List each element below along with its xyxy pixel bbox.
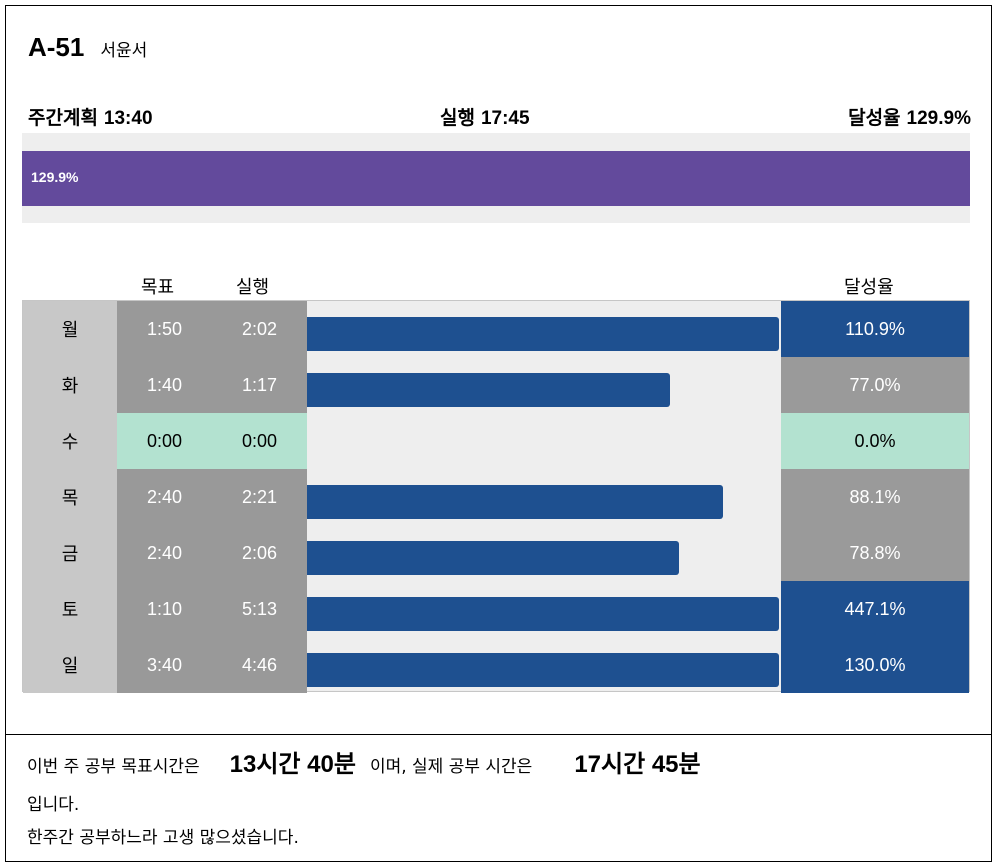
table-row: 금 2:40 2:06 78.8% (22, 525, 970, 581)
day-label: 일 (23, 637, 117, 693)
footer-line-3: 한주간 공부하느라 고생 많으셨습니다. (27, 828, 299, 848)
day-label: 토 (23, 581, 117, 637)
table-row: 화 1:40 1:17 77.0% (22, 357, 970, 413)
goal-time: 0:00 (117, 413, 212, 469)
footer-text-actual: 이며, 실제 공부 시간은 (369, 757, 533, 777)
achievement-rate: 130.0% (781, 637, 969, 693)
plan-label: 주간계획 (28, 107, 98, 129)
table-row: 수 0:00 0:00 0.0% (22, 413, 970, 469)
actual-time: 2:21 (212, 469, 307, 525)
goal-time: 1:40 (117, 357, 212, 413)
achievement-rate: 88.1% (781, 469, 969, 525)
actual-label: 실행 (440, 107, 475, 129)
total-progress-label: 129.9% (31, 169, 79, 185)
table-row: 월 1:50 2:02 110.9% (22, 301, 970, 357)
actual-time: 2:06 (212, 525, 307, 581)
achievement-rate: 110.9% (781, 301, 969, 357)
day-label: 금 (23, 525, 117, 581)
actual-summary: 실행 17:45 (440, 103, 530, 130)
goal-time: 2:40 (117, 469, 212, 525)
day-label: 화 (23, 357, 117, 413)
column-header-goal: 목표 (141, 277, 175, 298)
rate-label: 달성율 (848, 107, 901, 129)
achievement-bar (307, 541, 679, 575)
footer-goal-total: 13시간 40분 (229, 751, 356, 778)
table-row: 토 1:10 5:13 447.1% (22, 581, 970, 637)
report-frame (5, 5, 992, 862)
day-label: 수 (23, 413, 117, 469)
goal-time: 1:10 (117, 581, 212, 637)
goal-time: 1:50 (117, 301, 212, 357)
footer-actual-total: 17시간 45분 (574, 751, 701, 778)
rate-summary: 달성율 129.9% (848, 103, 971, 130)
student-name: 서윤서 (100, 41, 148, 61)
table-row: 일 3:40 4:46 130.0% (22, 637, 970, 693)
achievement-bar (307, 653, 779, 687)
actual-time: 5:13 (212, 581, 307, 637)
table-row: 목 2:40 2:21 88.1% (22, 469, 970, 525)
footer-text-goal: 이번 주 공부 목표시간은 (27, 757, 200, 777)
actual-time: 2:02 (212, 301, 307, 357)
actual-time: 4:46 (212, 637, 307, 693)
achievement-rate: 78.8% (781, 525, 969, 581)
day-label: 목 (23, 469, 117, 525)
day-label: 월 (23, 301, 117, 357)
plan-value: 13:40 (103, 108, 153, 129)
actual-time: 1:17 (212, 357, 307, 413)
goal-time: 2:40 (117, 525, 212, 581)
achievement-bar (307, 485, 723, 519)
actual-value: 17:45 (480, 108, 530, 129)
goal-time: 3:40 (117, 637, 212, 693)
achievement-bar (307, 597, 779, 631)
weekly-plan-summary: 주간계획 13:40 (28, 103, 153, 130)
achievement-rate: 77.0% (781, 357, 969, 413)
achievement-bar (307, 373, 670, 407)
footer-line-2: 입니다. (27, 795, 80, 815)
footer-line-1: 이번 주 공부 목표시간은 13시간 40분 이며, 실제 공부 시간은 17시… (27, 744, 701, 779)
total-progress-fill (22, 151, 970, 206)
achievement-rate: 0.0% (781, 413, 969, 469)
column-header-actual: 실행 (236, 277, 270, 298)
student-code: A-51 (28, 32, 85, 62)
rate-value: 129.9% (906, 108, 971, 129)
column-header-rate: 달성율 (844, 277, 894, 298)
achievement-rate: 447.1% (781, 581, 969, 637)
report-title: A-51 서윤서 (28, 32, 147, 63)
achievement-bar (307, 317, 779, 351)
footer-divider (5, 734, 992, 735)
actual-time: 0:00 (212, 413, 307, 469)
total-progress-track: 129.9% (22, 133, 970, 223)
